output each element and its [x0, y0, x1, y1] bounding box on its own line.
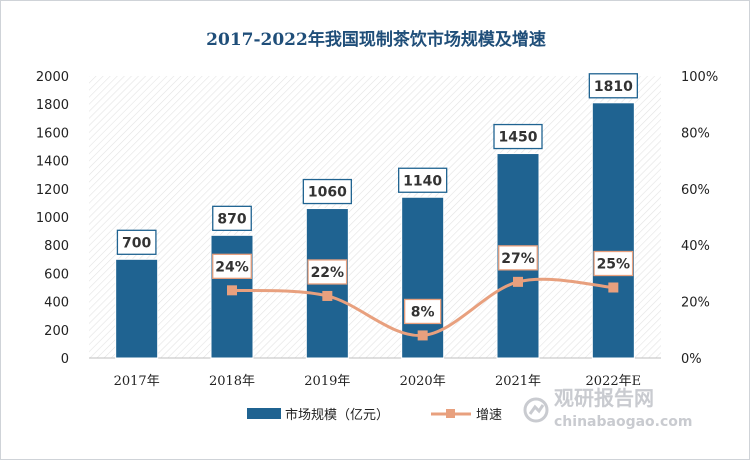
chart-title: 2017-2022年我国现制茶饮市场规模及增速: [206, 29, 546, 50]
growth-value-label: 22%: [307, 259, 348, 285]
growth-value-label-box: [404, 298, 442, 325]
growth-point: [322, 290, 333, 301]
y-left-tick-label: 1400: [36, 155, 69, 170]
growth-value-label-box: [212, 253, 252, 279]
y-right-tick-label: 80%: [681, 126, 710, 141]
bar-value-label: 700: [116, 229, 157, 255]
bar-value-label-text: 1450: [499, 130, 538, 146]
watermark-logo-icon: [523, 397, 549, 423]
watermark-url: chinabaogao.com: [554, 414, 692, 430]
y-left-tick-label: 1600: [36, 126, 69, 141]
bar-value-label-box: [398, 167, 448, 193]
x-tick-label: 2019年: [304, 374, 350, 389]
bar-value-label-box: [302, 178, 352, 205]
growth-value-label-text: 27%: [501, 251, 535, 267]
growth-point: [417, 330, 428, 341]
bar-value-label-box: [588, 73, 638, 99]
bar: [591, 102, 635, 359]
y-right-tick-label: 100%: [681, 70, 718, 85]
bar-value-label-box: [212, 205, 252, 231]
bar-value-label: 1140: [398, 167, 448, 193]
bar: [115, 258, 159, 359]
legend-marker-growth: [446, 409, 455, 418]
bar-value-label-text: 700: [122, 235, 151, 251]
growth-value-label-text: 22%: [311, 265, 345, 281]
y-left-tick-label: 800: [44, 239, 69, 254]
growth-value-label-box: [307, 259, 348, 285]
y-right-tick-label: 20%: [681, 296, 710, 311]
growth-point: [227, 285, 237, 296]
watermark-brand: 观研报告网: [554, 386, 654, 410]
bar-value-label-text: 1810: [594, 79, 633, 95]
legend-swatch-market-size: [247, 408, 281, 419]
watermark: 观研报告网 chinabaogao.com: [523, 386, 692, 430]
y-left-tick-label: 2000: [36, 70, 69, 85]
y-left-tick-label: 200: [44, 324, 69, 339]
y-left-tick-label: 400: [44, 296, 69, 311]
y-right-tick-label: 40%: [681, 239, 710, 254]
left-axis: 0 200 400 600 800 1000 1200 1400 1600 1800 2000: [36, 70, 69, 367]
bar-value-label: 870: [212, 205, 252, 231]
growth-value-label-text: 25%: [597, 257, 631, 273]
bar-value-label-text: 870: [217, 211, 246, 227]
bar-value-label-box: [116, 229, 157, 255]
growth-point: [608, 282, 619, 293]
growth-value-label-text: 8%: [411, 304, 435, 320]
data-labels: 700 870 1060 1140 1450 1810 24% 22% 8% 27% 25%: [116, 73, 638, 325]
y-right-tick-label: 0%: [681, 352, 702, 367]
bar-value-label: 1060: [302, 178, 352, 205]
growth-point: [513, 276, 523, 287]
growth-value-label-box: [593, 250, 634, 277]
growth-series: [227, 276, 619, 341]
y-left-tick-label: 0: [61, 352, 69, 367]
y-left-tick-label: 600: [44, 267, 69, 282]
x-tick-label: 2021年: [495, 374, 541, 389]
growth-value-label: 27%: [498, 245, 538, 271]
right-axis: 0% 20% 40% 60% 80% 100%: [681, 70, 718, 367]
growth-value-label-text: 24%: [215, 259, 249, 275]
x-tick-label: 2018年: [209, 374, 255, 389]
plot-area: [89, 76, 661, 358]
y-left-tick-label: 1000: [36, 211, 69, 226]
x-tick-label: 2020年: [400, 374, 446, 389]
x-tick-label: 2022年E: [586, 374, 642, 389]
x-axis: 2017年 2018年 2019年 2020年 2021年 2022年E: [114, 374, 642, 389]
y-left-tick-label: 1800: [36, 98, 69, 113]
y-right-tick-label: 60%: [681, 183, 710, 198]
bar-value-label-box: [493, 123, 543, 150]
growth-value-label: 24%: [212, 253, 252, 279]
bar-value-label-text: 1060: [308, 185, 347, 201]
bar-value-label: 1450: [493, 123, 543, 150]
legend-label-market-size: 市场规模（亿元）: [285, 407, 389, 423]
legend: 市场规模（亿元） 增速: [247, 407, 502, 423]
growth-value-label: 25%: [593, 250, 634, 277]
growth-value-label-box: [498, 245, 538, 271]
x-tick-label: 2017年: [114, 374, 160, 389]
bar-value-label-text: 1140: [403, 173, 442, 189]
bar-value-label: 1810: [588, 73, 638, 99]
growth-value-label: 8%: [404, 298, 442, 325]
legend-label-growth: 增速: [476, 408, 502, 423]
y-left-tick-label: 1200: [36, 183, 69, 198]
